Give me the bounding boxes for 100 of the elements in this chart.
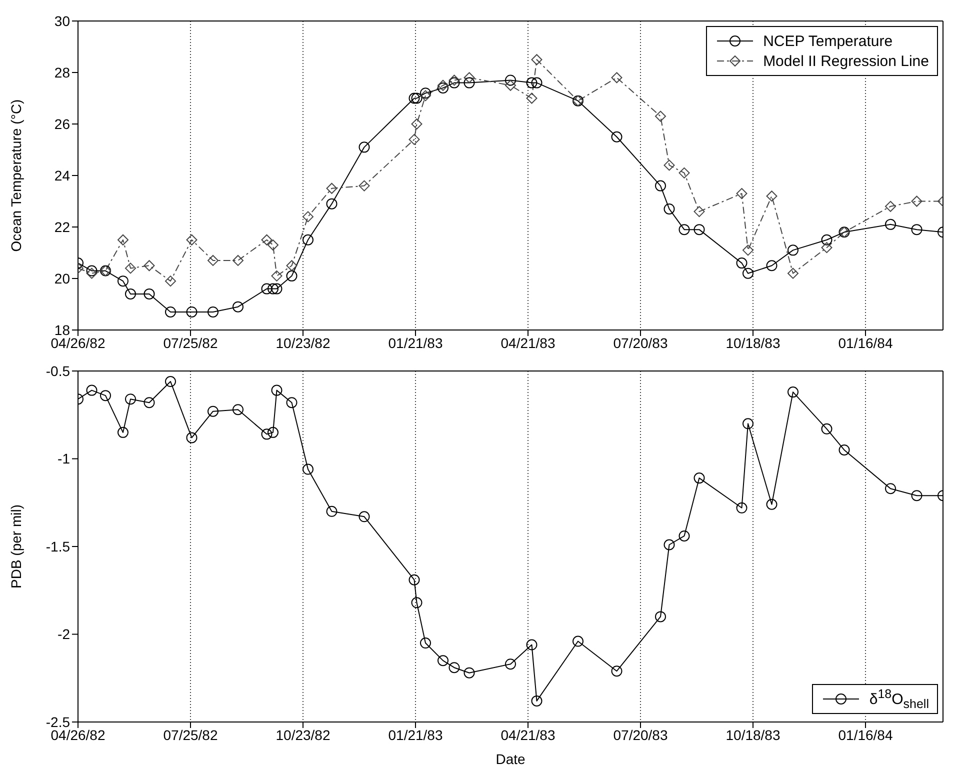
point xyxy=(144,260,155,272)
point xyxy=(232,404,244,416)
point xyxy=(165,306,176,318)
point xyxy=(788,244,798,256)
point xyxy=(531,77,542,88)
point xyxy=(302,211,314,222)
y-tick-label: 28 xyxy=(54,64,70,80)
point xyxy=(821,242,832,254)
point xyxy=(144,397,155,408)
point xyxy=(736,502,748,514)
point xyxy=(326,182,338,194)
point xyxy=(438,82,448,94)
point xyxy=(125,262,136,274)
y-tick-label: -2 xyxy=(58,626,70,642)
point xyxy=(86,384,98,396)
point xyxy=(86,265,98,276)
point xyxy=(268,283,278,294)
point xyxy=(408,574,420,586)
y-tick-label: 24 xyxy=(54,167,70,184)
point xyxy=(420,638,431,649)
point xyxy=(742,268,754,279)
x-tick-label: 01/16/84 xyxy=(838,726,893,743)
y-tick-label: 26 xyxy=(54,116,70,132)
point xyxy=(118,426,128,438)
x-tick-label: 04/21/83 xyxy=(500,334,556,351)
point xyxy=(118,234,128,246)
point xyxy=(742,418,754,430)
point xyxy=(664,539,675,550)
point xyxy=(885,483,896,494)
point xyxy=(911,224,922,236)
point xyxy=(788,386,798,398)
point xyxy=(411,92,422,104)
y-tick-label: -1.5 xyxy=(46,538,70,554)
point xyxy=(526,92,538,104)
point xyxy=(271,270,282,282)
legend-label: Model II Regression Line xyxy=(763,52,929,70)
legend-label: NCEP Temperature xyxy=(763,32,893,50)
point xyxy=(186,234,198,246)
x-tick-label: 07/20/83 xyxy=(613,334,668,351)
point xyxy=(526,77,538,88)
point xyxy=(261,234,272,246)
point xyxy=(505,74,516,86)
y-tick-label: -0.5 xyxy=(46,362,70,379)
point xyxy=(420,88,431,99)
point xyxy=(655,611,666,622)
x-tick-label: 01/21/83 xyxy=(388,334,443,351)
point xyxy=(408,134,420,145)
x-tick-label: 10/23/82 xyxy=(276,334,330,351)
point xyxy=(611,131,622,142)
x-tick-label: 07/20/83 xyxy=(613,726,668,743)
point xyxy=(86,268,98,279)
point xyxy=(358,142,370,153)
legend-label: δ$^{18}$O$_{shell}$ xyxy=(869,687,929,711)
point xyxy=(505,658,516,670)
point xyxy=(208,306,218,318)
point xyxy=(208,406,218,417)
point xyxy=(411,597,422,608)
point xyxy=(125,288,136,300)
point xyxy=(448,662,460,674)
point xyxy=(572,636,584,647)
x-tick-label: 07/25/82 xyxy=(163,726,218,743)
point xyxy=(326,506,338,517)
point xyxy=(261,283,272,294)
point xyxy=(911,196,922,207)
point xyxy=(464,77,475,88)
point xyxy=(268,240,278,251)
y-tick-label: 30 xyxy=(54,12,70,29)
point xyxy=(611,666,622,677)
point xyxy=(838,444,850,456)
y-axis-title: Ocean Temperature (°C) xyxy=(8,99,24,252)
x-tick-label: 01/16/84 xyxy=(838,334,893,351)
point xyxy=(286,397,298,408)
point xyxy=(736,188,748,200)
point xyxy=(694,472,705,484)
point xyxy=(505,80,516,91)
x-tick-label: 07/25/82 xyxy=(163,334,218,351)
y-tick-label: -1 xyxy=(58,450,70,467)
point xyxy=(125,394,136,405)
point xyxy=(438,80,448,91)
x-tick-label: 10/18/83 xyxy=(726,334,780,351)
point xyxy=(302,234,314,246)
point xyxy=(326,198,338,210)
point xyxy=(526,639,538,650)
y-axis-title: PDB (per mil) xyxy=(8,504,24,589)
point xyxy=(268,426,278,438)
point xyxy=(664,160,675,171)
point xyxy=(911,490,922,502)
x-tick-label: 10/18/83 xyxy=(726,726,780,743)
point xyxy=(655,110,666,122)
point xyxy=(531,695,542,706)
point xyxy=(100,390,111,402)
point xyxy=(271,283,282,294)
point xyxy=(694,206,705,218)
point xyxy=(464,667,475,678)
point xyxy=(742,244,754,256)
point xyxy=(118,276,128,287)
point xyxy=(788,268,798,279)
point xyxy=(232,301,244,312)
point xyxy=(261,428,272,440)
point xyxy=(411,118,422,130)
